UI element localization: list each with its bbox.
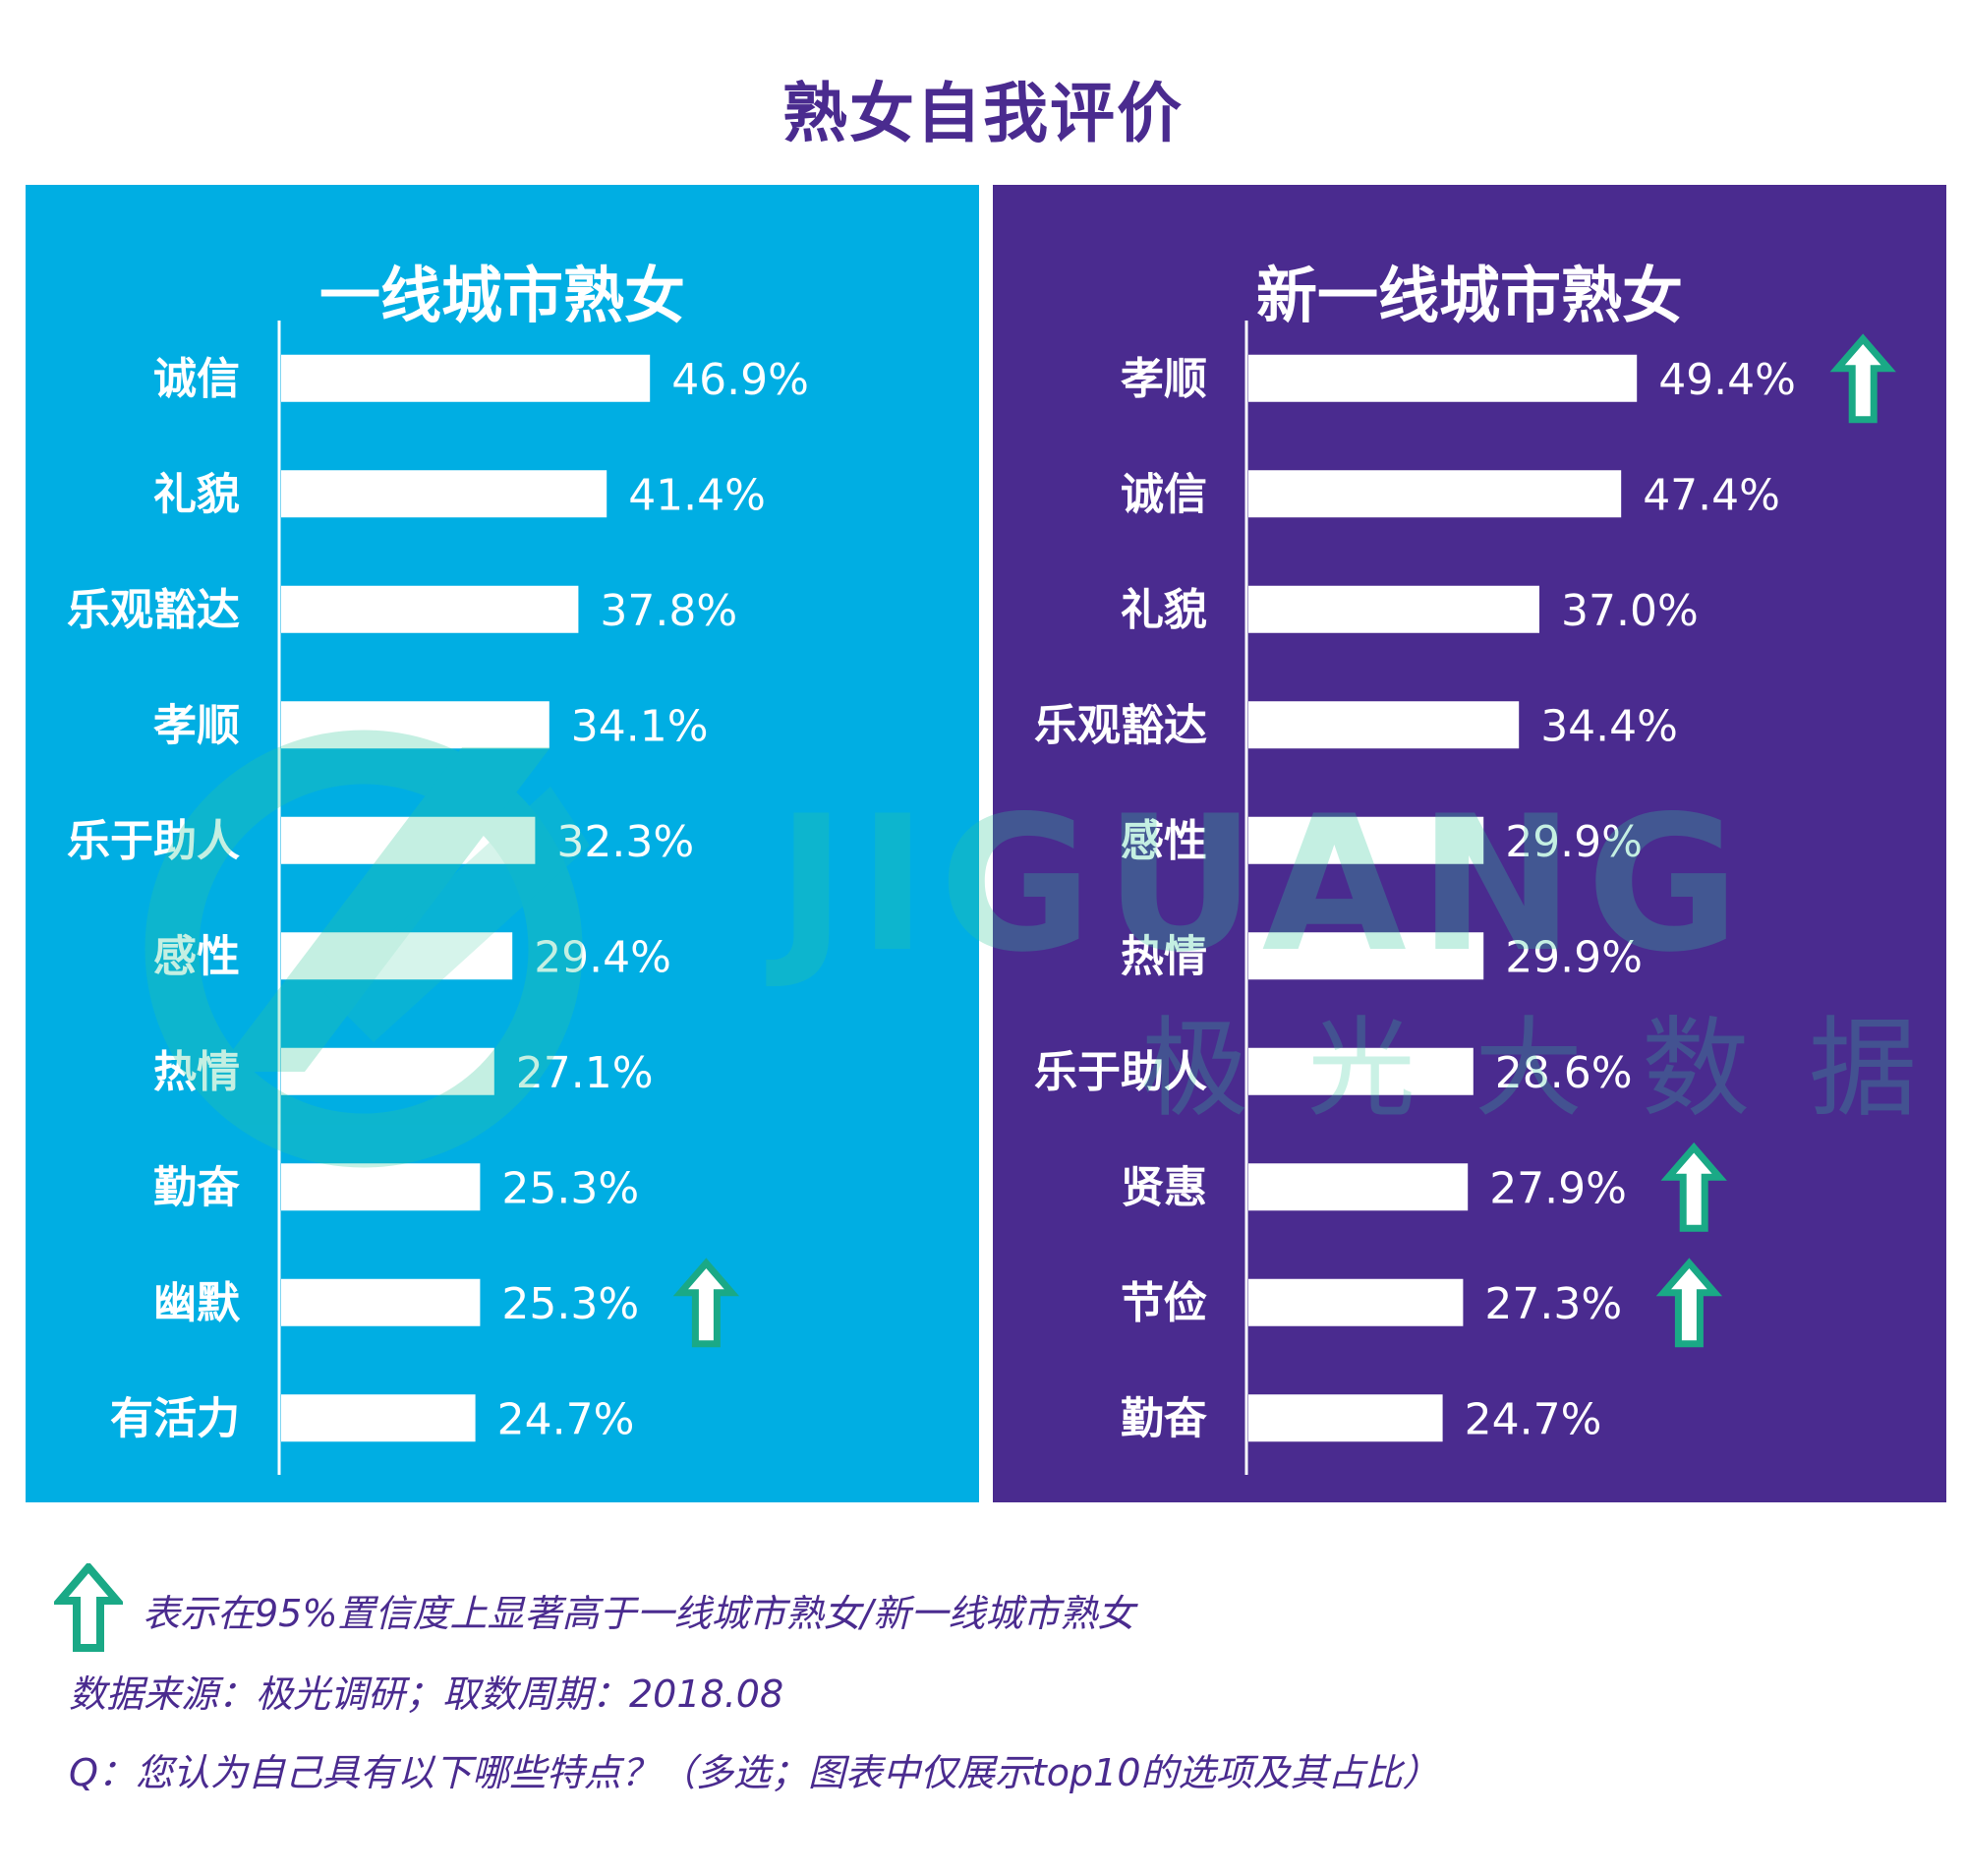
value-label: 24.7% (497, 1394, 635, 1444)
value-label: 47.4% (1643, 470, 1780, 520)
category-label: 乐观豁达 (67, 585, 240, 635)
category-label: 勤奋 (153, 1162, 240, 1212)
category-label: 勤奋 (1121, 1393, 1207, 1443)
footnote-source: 数据来源：极光调研；取数周期：2018.08 (69, 1672, 784, 1716)
footnote-legend: 表示在95%置信度上显著高于一线城市熟女/新一线城市熟女 (143, 1592, 1135, 1635)
value-label: 28.6% (1495, 1048, 1633, 1098)
value-label: 29.9% (1505, 817, 1643, 867)
category-label: 乐观豁达 (1034, 700, 1207, 750)
bar (281, 701, 549, 749)
value-label: 46.9% (671, 355, 809, 405)
page-title: 熟女自我评价 (782, 76, 1184, 151)
bar-chart-tier1: 诚信 46.9% 礼貌 41.4% 乐观豁达 37.8% 孝顺 34.1% 乐于助人 32.3% 感… (67, 321, 809, 1475)
significance-up-arrow-icon (672, 1258, 740, 1348)
bar (1248, 1278, 1464, 1326)
category-label: 有活力 (110, 1393, 240, 1443)
bar (281, 1394, 476, 1442)
category-label: 诚信 (153, 354, 240, 404)
bar (281, 354, 651, 402)
bar (1248, 816, 1484, 864)
bar-chart-new-tier1: 孝顺 49.4% 诚信 47.4% 礼貌 37.0% 乐观豁达 34.4% 感性 29.9% 热情 2… (1034, 321, 1896, 1475)
significance-up-arrow-icon (1655, 1258, 1723, 1348)
bar (1248, 1163, 1469, 1211)
significance-up-arrow-icon (1660, 1142, 1727, 1232)
bar (281, 1047, 494, 1095)
bar (1248, 585, 1539, 633)
bar (1248, 354, 1638, 402)
category-label: 热情 (1121, 931, 1207, 981)
value-label: 34.1% (571, 701, 709, 751)
value-label: 27.1% (516, 1048, 654, 1098)
value-label: 27.3% (1484, 1279, 1622, 1329)
bar (281, 585, 579, 633)
panel-title-new-tier1: 新一线城市熟女 (1255, 260, 1683, 331)
bar (1248, 1394, 1443, 1442)
value-label: 27.9% (1489, 1163, 1627, 1213)
category-label: 感性 (153, 931, 240, 981)
significance-up-arrow-icon (54, 1563, 123, 1652)
bar (1248, 1047, 1474, 1095)
bar (281, 932, 513, 980)
value-label: 29.9% (1505, 932, 1643, 982)
bar (281, 1163, 481, 1211)
chart-panel-new-tier1: 新一线城市熟女 孝顺 49.4% 诚信 47.4% 礼貌 37.0% 乐观豁达 34.4% 感性… (993, 185, 1946, 1502)
category-label: 孝顺 (1121, 354, 1207, 404)
value-label: 41.4% (628, 470, 766, 520)
bar (1248, 701, 1520, 749)
value-label: 49.4% (1658, 355, 1796, 405)
bar (1248, 470, 1622, 518)
value-label: 32.3% (556, 817, 694, 867)
value-label: 25.3% (501, 1279, 639, 1329)
category-label: 礼貌 (153, 469, 240, 519)
bar (1248, 932, 1484, 980)
value-label: 37.0% (1561, 586, 1699, 636)
footnote-question: Q：您认为自己具有以下哪些特点？（多选；图表中仅展示top10的选项及其占比） (69, 1751, 1440, 1794)
category-label: 诚信 (1121, 469, 1207, 519)
value-label: 29.4% (534, 932, 671, 982)
category-label: 乐于助人 (67, 816, 240, 866)
category-label: 礼貌 (1121, 585, 1207, 635)
significance-up-arrow-icon (1829, 333, 1896, 424)
category-label: 幽默 (153, 1278, 241, 1328)
category-label: 热情 (153, 1047, 240, 1097)
value-label: 37.8% (600, 586, 737, 636)
value-label: 24.7% (1465, 1394, 1602, 1444)
value-label: 34.4% (1540, 701, 1678, 751)
bar (281, 816, 536, 864)
chart-panel-tier1: 一线城市熟女 诚信 46.9% 礼貌 41.4% 乐观豁达 37.8% 孝顺 34.1% 乐于助… (26, 185, 979, 1502)
bar (281, 1278, 481, 1326)
category-label: 节俭 (1121, 1278, 1207, 1328)
category-label: 贤惠 (1121, 1162, 1207, 1212)
bar (281, 470, 607, 518)
value-label: 25.3% (501, 1163, 639, 1213)
category-label: 孝顺 (153, 700, 240, 750)
category-label: 乐于助人 (1034, 1047, 1207, 1097)
category-label: 感性 (1121, 816, 1207, 866)
panel-title-tier1: 一线城市熟女 (318, 260, 685, 331)
